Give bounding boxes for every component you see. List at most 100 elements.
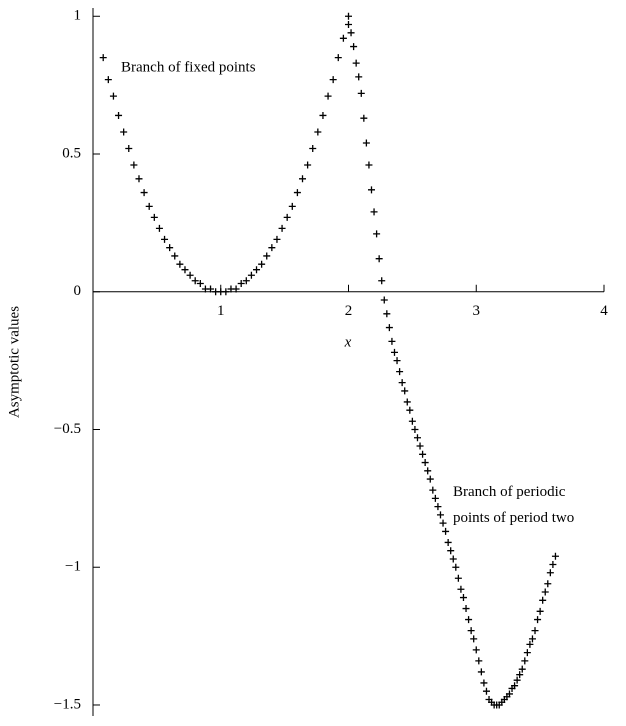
y-axis-label: Asymptotic values <box>6 306 22 418</box>
point <box>426 475 434 483</box>
point <box>511 682 519 690</box>
point <box>350 43 358 51</box>
point <box>434 503 442 511</box>
point <box>115 111 123 119</box>
point <box>370 208 378 216</box>
point <box>345 12 352 20</box>
annotation-line: Branch of periodic <box>453 484 566 500</box>
point <box>181 266 189 274</box>
point <box>278 224 286 232</box>
point <box>421 459 429 467</box>
point <box>263 252 271 260</box>
point <box>237 279 245 287</box>
y-tick-label: 1 <box>74 8 82 24</box>
point <box>288 202 296 210</box>
x-tick-label: 3 <box>473 303 481 319</box>
point <box>480 679 488 687</box>
y-tick-label: 0.5 <box>62 145 81 161</box>
point <box>242 277 250 285</box>
point <box>536 607 544 615</box>
point <box>362 139 370 147</box>
point <box>355 73 363 81</box>
point <box>207 285 215 293</box>
point <box>442 527 450 535</box>
point <box>551 552 559 560</box>
point <box>258 260 266 268</box>
point <box>375 255 383 263</box>
point <box>447 547 455 555</box>
point <box>150 213 158 221</box>
y-tick-label: −1 <box>65 559 81 575</box>
point <box>339 34 347 42</box>
point <box>196 279 204 287</box>
x-tick-label: 1 <box>217 303 225 319</box>
point <box>383 310 391 318</box>
point <box>329 76 337 84</box>
point <box>268 244 276 252</box>
point <box>393 357 401 365</box>
point <box>145 202 153 210</box>
point <box>176 260 184 268</box>
point <box>319 111 327 119</box>
point <box>419 450 427 458</box>
point <box>352 59 360 67</box>
point <box>360 114 368 122</box>
point <box>396 368 404 376</box>
point <box>403 398 411 406</box>
point <box>380 296 388 304</box>
point <box>454 574 462 582</box>
point <box>299 175 307 183</box>
point <box>191 277 199 285</box>
point <box>398 379 406 387</box>
annotation-line: points of period two <box>453 510 574 526</box>
point <box>467 627 475 635</box>
annotation: Branch of fixed points <box>121 59 256 75</box>
point <box>324 92 332 100</box>
point <box>449 555 457 563</box>
point <box>390 348 398 356</box>
point <box>367 186 375 194</box>
point <box>549 560 557 568</box>
point <box>365 161 373 169</box>
point <box>186 271 194 279</box>
point <box>222 288 230 296</box>
point <box>166 244 174 252</box>
point <box>457 585 465 593</box>
point <box>309 144 317 152</box>
point <box>125 144 133 152</box>
point <box>482 687 490 695</box>
point <box>99 54 107 62</box>
point <box>293 189 301 197</box>
point <box>436 511 444 519</box>
point <box>373 230 381 238</box>
point <box>345 21 352 29</box>
point <box>314 128 322 136</box>
point <box>161 235 169 243</box>
point <box>472 646 480 654</box>
point <box>413 434 421 442</box>
point <box>347 29 355 37</box>
point <box>539 596 547 604</box>
point <box>283 213 291 221</box>
point <box>526 640 534 648</box>
point <box>544 580 552 588</box>
point <box>477 668 485 676</box>
point <box>518 665 526 673</box>
point <box>378 277 386 285</box>
x-axis-label: x <box>344 334 352 350</box>
point <box>104 76 112 84</box>
point <box>475 657 483 665</box>
point <box>521 657 529 665</box>
point <box>452 563 460 571</box>
annotation: Branch of periodic points of period two <box>453 484 574 526</box>
point <box>470 635 478 643</box>
point <box>462 605 470 613</box>
point <box>171 252 179 260</box>
point <box>513 676 521 684</box>
point <box>534 616 542 624</box>
point <box>388 337 396 345</box>
point <box>130 161 138 169</box>
point <box>541 588 549 596</box>
x-tick-label: 2 <box>345 303 353 319</box>
